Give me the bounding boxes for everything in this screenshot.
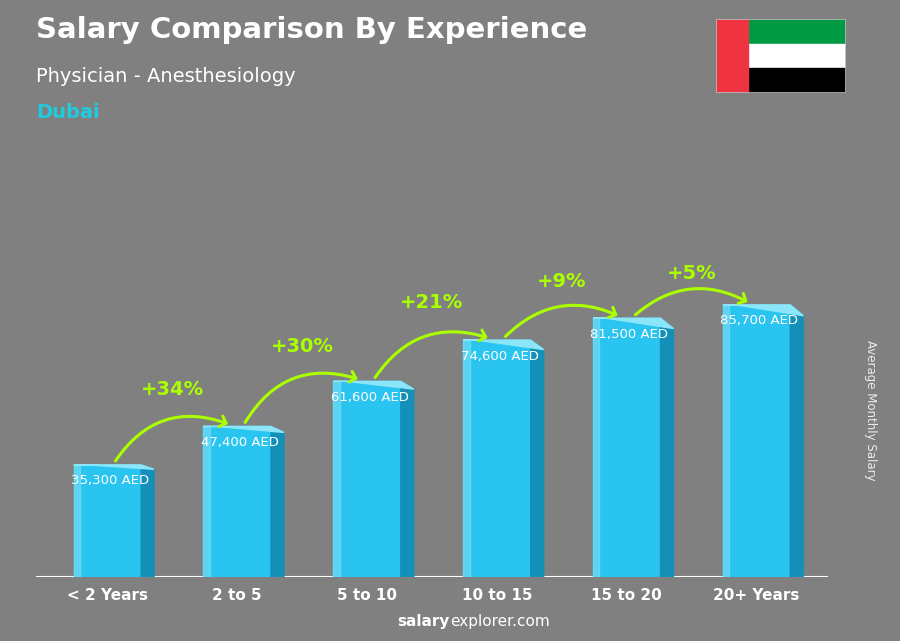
Text: Physician - Anesthesiology: Physician - Anesthesiology: [36, 67, 295, 87]
Text: +5%: +5%: [667, 263, 716, 283]
Polygon shape: [333, 381, 400, 577]
Polygon shape: [271, 426, 284, 577]
Text: Average Monthly Salary: Average Monthly Salary: [865, 340, 878, 481]
Polygon shape: [74, 465, 154, 469]
Polygon shape: [723, 305, 804, 316]
Text: +9%: +9%: [537, 272, 587, 291]
Text: 81,500 AED: 81,500 AED: [590, 328, 669, 341]
Polygon shape: [593, 318, 599, 577]
Polygon shape: [531, 340, 544, 577]
Text: salary: salary: [398, 615, 450, 629]
Text: +34%: +34%: [140, 381, 204, 399]
Polygon shape: [593, 318, 673, 329]
Polygon shape: [723, 305, 790, 577]
Polygon shape: [203, 426, 284, 433]
Bar: [716, 19, 748, 93]
Polygon shape: [661, 318, 673, 577]
Polygon shape: [74, 465, 141, 577]
Text: 74,600 AED: 74,600 AED: [461, 349, 538, 363]
Polygon shape: [74, 465, 80, 577]
Polygon shape: [790, 305, 804, 577]
Text: explorer.com: explorer.com: [450, 615, 550, 629]
Text: +21%: +21%: [400, 292, 464, 312]
Polygon shape: [333, 381, 340, 577]
Text: 85,700 AED: 85,700 AED: [720, 314, 798, 328]
Text: Dubai: Dubai: [36, 103, 100, 122]
Text: 61,600 AED: 61,600 AED: [330, 391, 409, 404]
Polygon shape: [464, 340, 470, 577]
Text: 35,300 AED: 35,300 AED: [71, 474, 149, 487]
Text: +30%: +30%: [271, 337, 334, 356]
Polygon shape: [593, 318, 661, 577]
Bar: [748, 69, 846, 93]
Bar: [748, 44, 846, 69]
Polygon shape: [333, 381, 414, 389]
Polygon shape: [141, 465, 154, 577]
Bar: [748, 19, 846, 44]
Polygon shape: [723, 305, 729, 577]
Polygon shape: [464, 340, 544, 349]
Polygon shape: [203, 426, 210, 577]
Polygon shape: [464, 340, 531, 577]
Text: 47,400 AED: 47,400 AED: [201, 436, 279, 449]
Polygon shape: [400, 381, 414, 577]
Text: Salary Comparison By Experience: Salary Comparison By Experience: [36, 16, 587, 44]
Polygon shape: [203, 426, 271, 577]
